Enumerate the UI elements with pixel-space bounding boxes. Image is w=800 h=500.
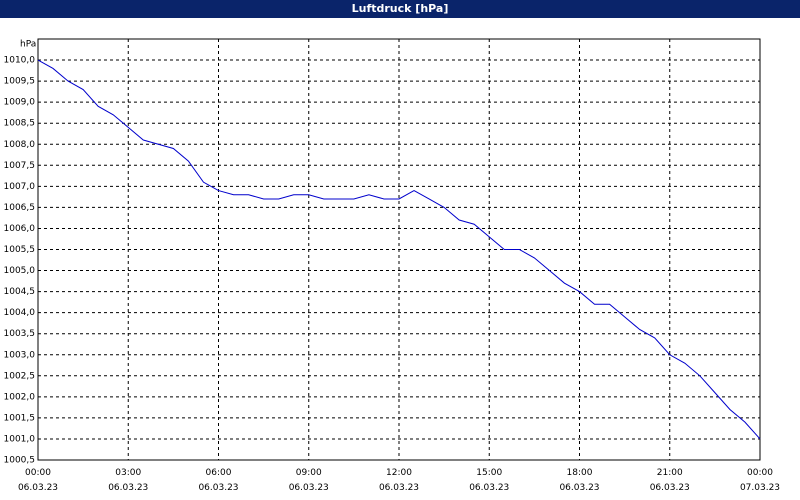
y-tick-label: 1005,0 xyxy=(4,266,36,276)
data-line xyxy=(37,59,761,440)
y-tick-label: 1004,5 xyxy=(4,287,36,297)
x-tick-label: 00:00 06.03.23 xyxy=(17,468,59,493)
x-tick-label: 09:00 06.03.23 xyxy=(288,468,329,493)
y-tick-label: 1009,5 xyxy=(4,77,36,87)
y-tick-label: 1000,5 xyxy=(4,456,36,466)
x-tick-label: 15:00 06.03.23 xyxy=(469,468,510,493)
y-tick-label: 1002,5 xyxy=(4,371,36,381)
y-tick-label: 1008,5 xyxy=(4,119,36,129)
x-tick-label: 00:00 07.03.23 xyxy=(739,468,781,493)
y-tick-label: 1003,5 xyxy=(4,329,36,339)
x-tick-label: 03:00 06.03.23 xyxy=(108,468,149,493)
x-tick-label: 12:00 06.03.23 xyxy=(378,468,420,493)
y-tick-label: 1007,0 xyxy=(4,182,36,192)
y-tick-label: 1001,5 xyxy=(4,413,36,423)
x-tick-label: 18:00 06.03.23 xyxy=(559,468,600,493)
y-tick-label: 1002,0 xyxy=(4,392,36,402)
y-tick-label: 1003,0 xyxy=(4,350,36,360)
y-tick-label: 1009,0 xyxy=(4,98,36,108)
title-bar: Luftdruck [hPa] xyxy=(0,0,800,18)
x-tick-label: 21:00 06.03.23 xyxy=(649,468,690,493)
y-tick-label: 1001,0 xyxy=(4,434,36,444)
y-tick-label: 1006,0 xyxy=(4,224,36,234)
y-tick-label: 1007,5 xyxy=(4,161,36,171)
y-tick-label: 1004,0 xyxy=(4,308,36,318)
y-tick-label: 1008,0 xyxy=(4,140,36,150)
y-tick-label: 1005,5 xyxy=(4,245,36,255)
y-tick-label: 1006,5 xyxy=(4,203,36,213)
x-tick-label: 06:00 06.03.23 xyxy=(198,468,239,493)
y-tick-label: 1010,0 xyxy=(4,56,36,66)
y-axis-label: hPa xyxy=(20,40,36,50)
